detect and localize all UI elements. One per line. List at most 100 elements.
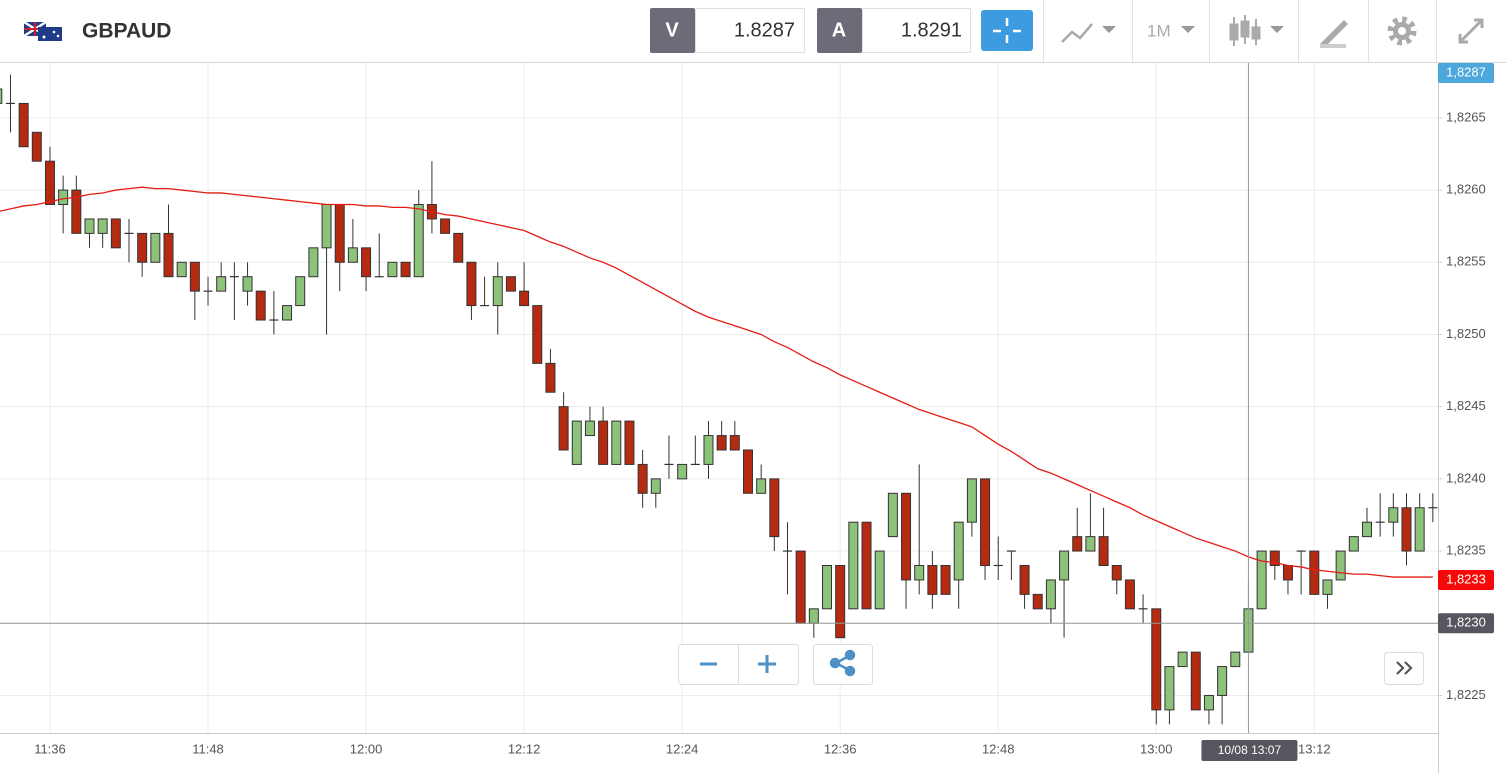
candle-body xyxy=(282,305,293,321)
candle-body xyxy=(295,276,306,307)
candle-body xyxy=(1361,521,1372,538)
candle-body xyxy=(216,276,227,292)
y-tick-label: 1,8240 xyxy=(1446,470,1486,485)
plot-area xyxy=(0,74,1438,725)
sell-price: 1.8287 xyxy=(734,19,795,41)
candle-body xyxy=(808,608,819,624)
candle-body xyxy=(519,290,530,307)
candle-body xyxy=(966,478,977,523)
candle-body xyxy=(1269,550,1280,567)
y-tick-label: 1,8235 xyxy=(1446,542,1486,557)
candle-body xyxy=(1019,565,1030,595)
candle-body xyxy=(453,232,464,263)
candle-body xyxy=(769,478,780,538)
fullscreen-button[interactable] xyxy=(1458,18,1484,44)
settings-button[interactable] xyxy=(1387,16,1417,46)
candle-body xyxy=(242,276,253,292)
candle-body xyxy=(440,218,451,234)
candle-body xyxy=(505,276,516,292)
candle-body xyxy=(953,521,964,581)
candle-body xyxy=(835,565,846,639)
candle-body xyxy=(584,420,595,437)
candle-body xyxy=(1203,694,1214,711)
candle-body xyxy=(1045,579,1056,610)
candle-body xyxy=(571,420,582,465)
flag-icon xyxy=(23,20,62,41)
timeframe[interactable]: 1M xyxy=(1147,21,1171,40)
drawing-tool-button[interactable] xyxy=(1320,20,1348,48)
chart-type-button[interactable] xyxy=(1061,23,1116,43)
y-tick-label: 1,8265 xyxy=(1446,109,1486,124)
candle-body xyxy=(703,435,714,465)
candle-body xyxy=(1072,536,1083,552)
candle-body xyxy=(650,478,661,494)
candle-body xyxy=(1059,550,1070,581)
candle-body xyxy=(822,565,833,610)
symbol: GBPAUD xyxy=(82,20,171,43)
candle-body xyxy=(558,406,569,451)
candle-body xyxy=(1401,507,1412,552)
zoom-in-button[interactable] xyxy=(758,655,776,673)
candle-body xyxy=(1335,550,1346,581)
candle-body xyxy=(44,160,55,206)
candle-body xyxy=(756,478,767,494)
candle-body xyxy=(1111,565,1122,581)
crosshair-time-label: 10/08 13:07 xyxy=(1218,743,1282,757)
candle-body xyxy=(466,261,477,307)
x-tick-label: 11:48 xyxy=(192,741,224,756)
candle-body xyxy=(1177,651,1188,668)
candle-body xyxy=(940,565,951,595)
crosshair-button[interactable] xyxy=(981,10,1033,51)
x-tick-label: 13:00 xyxy=(1140,741,1173,756)
candle-body xyxy=(71,189,82,234)
sell-price-box[interactable] xyxy=(695,8,805,53)
candle-body xyxy=(545,362,556,393)
candle-body xyxy=(97,218,108,234)
buy-price-box[interactable] xyxy=(862,8,971,53)
moving-average xyxy=(0,186,1433,578)
candle-body xyxy=(189,261,200,292)
candle-body xyxy=(84,218,95,234)
price-tag-label: 1,8233 xyxy=(1446,571,1486,586)
x-tick-label: 13:12 xyxy=(1298,741,1331,756)
crosshair-price-label: 1,8230 xyxy=(1446,615,1486,630)
candle-body xyxy=(18,102,29,148)
candle-body xyxy=(927,565,938,595)
candle-body xyxy=(598,420,609,465)
crosshair-icon xyxy=(993,18,1021,43)
price-tag xyxy=(1438,63,1494,83)
candle-body xyxy=(1282,565,1293,581)
candle-body xyxy=(1322,579,1333,595)
candle-body xyxy=(387,261,398,278)
candle-body xyxy=(31,131,42,162)
candle-body xyxy=(1151,608,1162,711)
crosshair-time-box xyxy=(1201,740,1298,761)
buy-price: 1.8291 xyxy=(901,19,962,41)
x-tick-label: 12:12 xyxy=(508,741,541,756)
candle-body xyxy=(729,435,740,451)
candle-body xyxy=(255,290,266,321)
buy-button[interactable] xyxy=(817,8,862,53)
candle-style-button[interactable] xyxy=(1229,15,1284,46)
candle-body xyxy=(1217,666,1228,696)
price-tag-label: 1,8287 xyxy=(1446,64,1486,79)
candle-body xyxy=(1348,536,1359,552)
candle-body xyxy=(347,247,358,263)
candle-body xyxy=(163,232,174,278)
sell-button[interactable] xyxy=(650,8,695,53)
candle-body xyxy=(400,261,411,278)
timeframe-arrow xyxy=(1181,26,1195,33)
candle-body xyxy=(334,204,345,263)
share-button[interactable] xyxy=(813,644,873,685)
candle-body xyxy=(150,232,161,263)
zoom-controls xyxy=(678,644,1424,685)
candle-body xyxy=(795,550,806,624)
share-icon xyxy=(829,649,856,677)
overlays: 10/08 13:07 1,8230 1,8287 1,8233 xyxy=(0,63,1494,761)
candle-body xyxy=(1164,666,1175,711)
candle-body xyxy=(1256,550,1267,610)
x-tick-label: 11:36 xyxy=(34,741,66,756)
toolbar-separators xyxy=(1043,0,1437,62)
candle-body xyxy=(611,420,622,465)
